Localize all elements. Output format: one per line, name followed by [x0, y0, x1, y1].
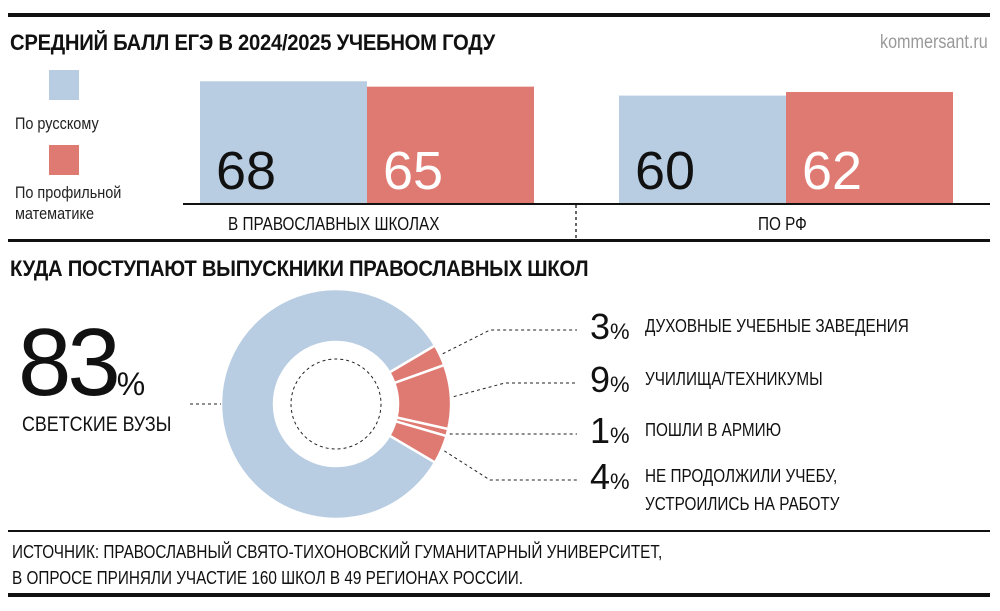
bar-0-1	[367, 86, 534, 203]
main-percent: 83%	[18, 308, 145, 418]
legend-label-math: По профильной математике	[15, 182, 143, 224]
legend-swatch-math	[49, 145, 79, 175]
top-rule	[8, 13, 990, 17]
leader-line-1	[442, 329, 577, 355]
bottom-rule	[8, 593, 990, 597]
legend-swatch-russian	[49, 70, 79, 100]
donut-chart	[190, 287, 577, 521]
bar-value-label: 60	[635, 141, 695, 201]
leader-line-4	[444, 450, 577, 481]
slice-text-line2: УСТРОИЛИСЬ НА РАБОТУ	[645, 494, 840, 514]
bar-value-label: 62	[802, 141, 862, 201]
donut-slice-0	[219, 287, 437, 521]
slice-percent: 1%	[590, 410, 630, 451]
main-percent-value: 83	[18, 309, 121, 416]
slice-label-3: 1% ПОШЛИ В АРМИЮ	[590, 410, 781, 452]
legend-label-russian: По русскому	[15, 114, 99, 133]
footer-source: ИСТОЧНИК: ПРАВОСЛАВНЫЙ СВЯТО-ТИХОНОВСКИЙ…	[12, 542, 663, 562]
footer-rule	[8, 530, 990, 532]
bar-value-label: 68	[216, 141, 276, 201]
slice-label-4: 4% НЕ ПРОДОЛЖИЛИ УЧЕБУ, УСТРОИЛИСЬ НА РАБО…	[590, 456, 839, 514]
slice-text: НЕ ПРОДОЛЖИЛИ УЧЕБУ, УСТРОИЛИСЬ НА РАБОТУ	[645, 462, 839, 518]
leader-line-3	[449, 433, 577, 435]
slice-label-2: 9% УЧИЛИЩА/ТЕХНИКУМЫ	[590, 359, 823, 401]
slice-text: ДУХОВНЫЕ УЧЕБНЫЕ ЗАВЕДЕНИЯ	[645, 316, 909, 336]
bar-value-label: 65	[383, 141, 443, 201]
bar-chart-title: СРЕДНИЙ БАЛЛ ЕГЭ В 2024/2025 УЧЕБНОМ ГОД…	[10, 30, 495, 55]
donut-chart-title: КУДА ПОСТУПАЮТ ВЫПУСКНИКИ ПРАВОСЛАВНЫХ Ш…	[10, 256, 589, 281]
slice-label-1: 3% ДУХОВНЫЕ УЧЕБНЫЕ ЗАВЕДЕНИЯ	[590, 306, 909, 348]
slice-percent: 9%	[590, 359, 630, 400]
bar-1-0	[619, 95, 786, 203]
inner-dashed-circle	[290, 358, 382, 450]
legend-label-math-text: По профильной математике	[15, 183, 122, 223]
main-percent-sign: %	[116, 366, 146, 402]
bar-1-1	[786, 92, 953, 203]
leader-line-2	[453, 382, 577, 398]
bar-0-0	[200, 81, 367, 203]
slice-percent: 4%	[590, 456, 630, 497]
main-percent-label: СВЕТСКИЕ ВУЗЫ	[22, 413, 172, 436]
category-label-russia: ПО РФ	[758, 214, 807, 234]
source-site: kommersant.ru	[880, 32, 988, 53]
section-rule	[8, 239, 990, 242]
slice-percent: 3%	[590, 306, 630, 347]
bar-chart: 68 65 60 62	[183, 81, 990, 240]
category-label-orthodox: В ПРАВОСЛАВНЫХ ШКОЛАХ	[228, 214, 440, 234]
slice-text: ПОШЛИ В АРМИЮ	[645, 420, 782, 440]
slice-text: УЧИЛИЩА/ТЕХНИКУМЫ	[645, 369, 823, 389]
footer-survey: В ОПРОСЕ ПРИНЯЛИ УЧАСТИЕ 160 ШКОЛ В 49 Р…	[12, 568, 524, 588]
